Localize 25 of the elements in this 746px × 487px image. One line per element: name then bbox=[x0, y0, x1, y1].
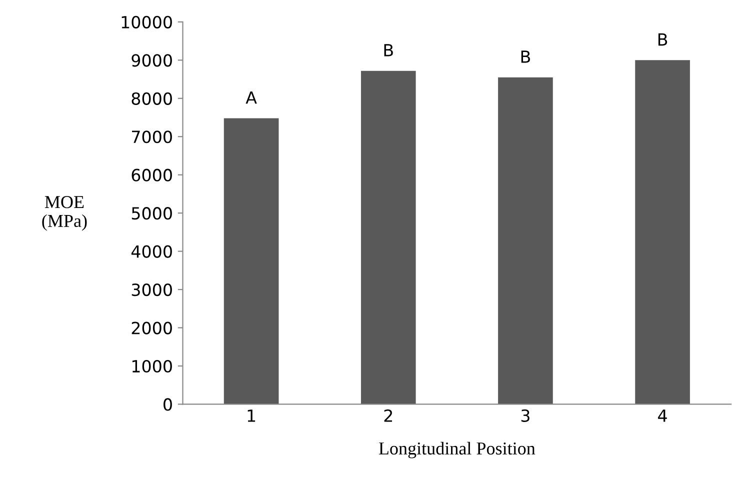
y-tick-label: 0 bbox=[164, 398, 172, 411]
annotation: B bbox=[384, 44, 393, 56]
y-tick-label: 10000 bbox=[122, 16, 172, 28]
annotation: B bbox=[521, 50, 530, 63]
y-tick-label: 7000 bbox=[132, 130, 172, 144]
y-tick-label: 3000 bbox=[132, 283, 172, 296]
bar bbox=[635, 60, 690, 404]
x-tick-label: 2 bbox=[384, 409, 392, 422]
y-tick-label: 5000 bbox=[132, 207, 172, 220]
bar bbox=[224, 118, 279, 404]
y-tick-label: 9000 bbox=[132, 54, 172, 67]
y-tick-label: 2000 bbox=[132, 322, 172, 334]
y-tick-label: 1000 bbox=[132, 360, 172, 373]
annotation: A bbox=[246, 92, 257, 104]
y-tick-label: 4000 bbox=[131, 245, 172, 258]
y-tick-label: 8000 bbox=[132, 92, 172, 105]
annotation: B bbox=[658, 33, 668, 46]
bar bbox=[498, 77, 553, 404]
x-tick-label: 1 bbox=[248, 410, 256, 422]
x-axis-title: Longitudinal Position bbox=[378, 442, 536, 458]
x-tick-label: 4 bbox=[658, 410, 667, 422]
y-tick-label: 6000 bbox=[132, 168, 172, 182]
x-tick-label: 3 bbox=[521, 409, 530, 422]
y-axis-title: MOE (MPa) bbox=[42, 196, 87, 231]
bar bbox=[360, 70, 416, 404]
